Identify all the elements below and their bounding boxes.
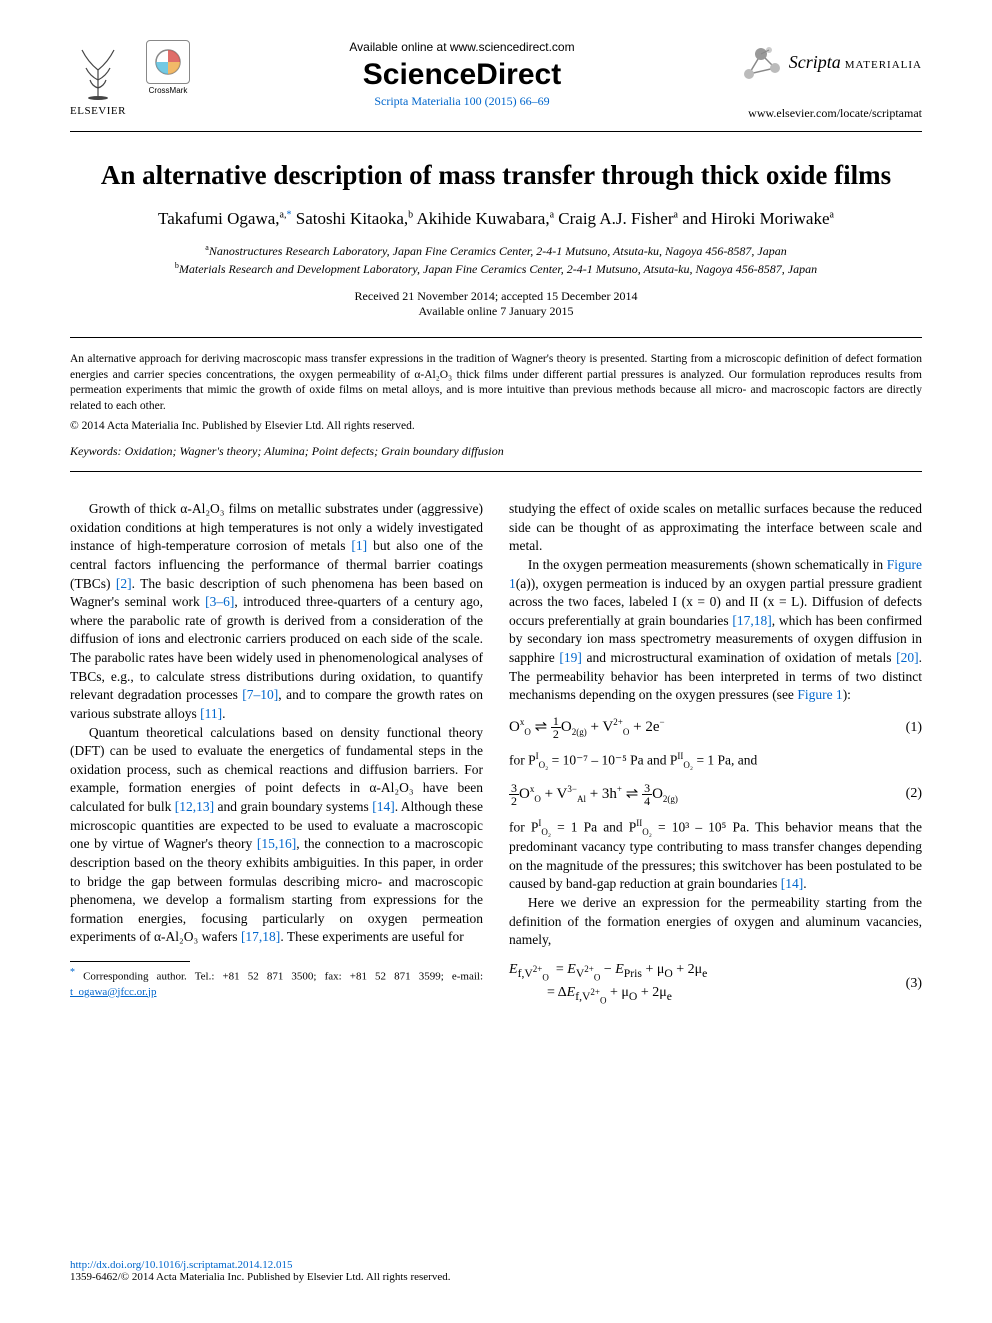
ref-11[interactable]: [11] — [200, 706, 222, 721]
affiliations: aNanostructures Research Laboratory, Jap… — [70, 243, 922, 277]
equation-1: OxO ⇌ 12O2(g) + V2+O + 2e− (1) — [509, 715, 922, 740]
ref-17-18b[interactable]: [17,18] — [732, 613, 771, 628]
abstract-text: An alternative approach for deriving mac… — [70, 352, 922, 414]
ref-3-6[interactable]: [3–6] — [205, 594, 234, 609]
header-divider — [70, 131, 922, 132]
keywords-label: Keywords: — [70, 444, 122, 458]
scripta-name: Scripta — [789, 52, 841, 72]
ref-15-16[interactable]: [15,16] — [257, 836, 296, 851]
right-column: studying the effect of oxide scales on m… — [509, 500, 922, 1017]
para-2-cont: studying the effect of oxide scales on m… — [509, 500, 922, 556]
ref-14[interactable]: [14] — [372, 799, 395, 814]
equation-2-number: (2) — [906, 784, 922, 803]
ref-20[interactable]: [20] — [896, 650, 919, 665]
ref-19[interactable]: [19] — [559, 650, 582, 665]
author-email-link[interactable]: t_ogawa@jfcc.or.jp — [70, 986, 157, 998]
corresponding-author-footnote: * Corresponding author. Tel.: +81 52 871… — [70, 966, 483, 999]
para-4: Here we derive an expression for the per… — [509, 894, 922, 950]
affiliation-a: aNanostructures Research Laboratory, Jap… — [70, 243, 922, 259]
equation-3: Ef,V2+O = EV2+O − EPris + μO + 2μe = ΔEf… — [509, 960, 922, 1007]
scripta-text: Scripta MATERIALIA — [789, 52, 922, 73]
authors-line: Takafumi Ogawa,a,* Satoshi Kitaoka,b Aki… — [70, 209, 922, 229]
ref-14b[interactable]: [14] — [781, 876, 804, 891]
keywords-values: Oxidation; Wagner's theory; Alumina; Poi… — [125, 444, 504, 458]
header-right: Scripta MATERIALIA www.elsevier.com/loca… — [732, 40, 922, 121]
journal-reference[interactable]: Scripta Materialia 100 (2015) 66–69 — [212, 94, 712, 109]
equation-3-number: (3) — [906, 974, 922, 993]
affiliation-b: bMaterials Research and Development Labo… — [70, 261, 922, 277]
abstract-copyright: © 2014 Acta Materialia Inc. Published by… — [70, 420, 922, 432]
crossmark-icon — [146, 40, 190, 84]
locate-url[interactable]: www.elsevier.com/locate/scriptamat — [732, 106, 922, 121]
keywords-line: Keywords: Oxidation; Wagner's theory; Al… — [70, 444, 922, 459]
equation-2: 32OxO + V3−Al + 3h+ ⇌ 34O2(g) (2) — [509, 782, 922, 807]
eq2-condition: for PIO₂ = 1 Pa and PIIO₂ = 10³ – 10⁵ Pa… — [509, 817, 922, 894]
received-accepted: Received 21 November 2014; accepted 15 D… — [70, 289, 922, 304]
scripta-logo: Scripta MATERIALIA — [732, 40, 922, 84]
page-header: ELSEVIER CrossMark Available online at w… — [70, 40, 922, 121]
ref-7-10[interactable]: [7–10] — [242, 687, 278, 702]
abstract-bottom-rule — [70, 471, 922, 472]
issn-copyright: 1359-6462/© 2014 Acta Materialia Inc. Pu… — [70, 1271, 922, 1283]
doi-link[interactable]: http://dx.doi.org/10.1016/j.scriptamat.2… — [70, 1259, 922, 1271]
available-online-text: Available online at www.sciencedirect.co… — [212, 40, 712, 54]
equation-1-body: OxO ⇌ 12O2(g) + V2+O + 2e− — [509, 715, 665, 740]
available-online-date: Available online 7 January 2015 — [70, 304, 922, 319]
header-center: Available online at www.sciencedirect.co… — [192, 40, 732, 109]
article-dates: Received 21 November 2014; accepted 15 D… — [70, 289, 922, 319]
equation-2-body: 32OxO + V3−Al + 3h+ ⇌ 34O2(g) — [509, 782, 678, 807]
eq1-condition: for PIO₂ = 10⁻⁷ – 10⁻⁵ Pa and PIIO₂ = 1 … — [509, 750, 922, 772]
scripta-molecule-icon — [739, 40, 783, 84]
crossmark-label: CrossMark — [144, 86, 192, 95]
body-columns: Growth of thick α-Al₂O₃ films on metalli… — [70, 500, 922, 1017]
footnote-rule — [70, 961, 190, 962]
abstract-top-rule — [70, 337, 922, 338]
ref-17-18[interactable]: [17,18] — [241, 929, 280, 944]
fig-1-link-b[interactable]: Figure 1 — [797, 687, 842, 702]
equation-1-number: (1) — [906, 718, 922, 737]
sciencedirect-brand: ScienceDirect — [212, 58, 712, 92]
crossmark-badge[interactable]: CrossMark — [144, 40, 192, 95]
scripta-sub: MATERIALIA — [845, 59, 922, 71]
elsevier-logo: ELSEVIER — [70, 40, 126, 117]
article-title: An alternative description of mass trans… — [70, 160, 922, 191]
equation-3-body: Ef,V2+O = EV2+O − EPris + μO + 2μe = ΔEf… — [509, 960, 707, 1007]
para-2: Quantum theoretical calculations based o… — [70, 724, 483, 948]
left-column: Growth of thick α-Al₂O₃ films on metalli… — [70, 500, 483, 1017]
page-footer: http://dx.doi.org/10.1016/j.scriptamat.2… — [70, 1245, 922, 1283]
ref-1[interactable]: [1] — [351, 538, 367, 553]
para-1: Growth of thick α-Al₂O₃ films on metalli… — [70, 500, 483, 724]
ref-12-13[interactable]: [12,13] — [175, 799, 214, 814]
para-3: In the oxygen permeation measurements (s… — [509, 556, 922, 705]
elsevier-tree-icon — [70, 40, 126, 100]
elsevier-label: ELSEVIER — [70, 105, 126, 117]
ref-2[interactable]: [2] — [116, 576, 132, 591]
header-left: ELSEVIER CrossMark — [70, 40, 192, 117]
